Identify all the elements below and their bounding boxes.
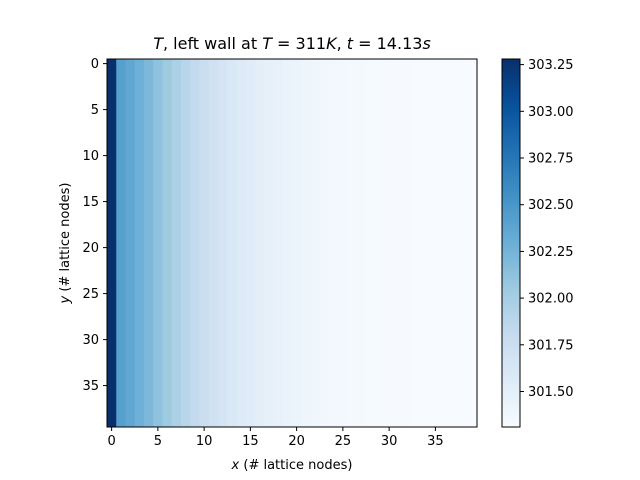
y-axis-variable: y	[58, 295, 73, 304]
y-tick-label: 25	[82, 287, 99, 302]
title-part: s	[422, 34, 430, 53]
heatmap-column	[356, 59, 367, 427]
heatmap-column	[310, 59, 321, 427]
heatmap-column	[393, 59, 404, 427]
y-tick-label: 20	[82, 241, 99, 256]
x-axis: 0 5 10 15 20 25 30 35	[107, 427, 444, 449]
heatmap-column	[338, 59, 349, 427]
title-part: , left wall at	[163, 34, 262, 53]
y-tick-label: 5	[91, 103, 99, 118]
heatmap-column	[430, 59, 441, 427]
heatmap-column	[236, 59, 247, 427]
colorbar-ticks: 301.50 301.75 302.00 302.25 302.50 302.75 303.…	[520, 58, 574, 400]
heatmap-column	[153, 59, 164, 427]
colorbar-tick-label: 302.25	[528, 245, 574, 260]
heatmap-column	[199, 59, 210, 427]
heatmap-column	[301, 59, 312, 427]
colorbar	[501, 58, 521, 428]
x-tick-label: 0	[107, 434, 115, 449]
title-part: = 14.13	[353, 34, 422, 53]
heatmap-column	[375, 59, 386, 427]
heatmap-cells	[107, 59, 478, 427]
y-tick-label: 0	[91, 57, 99, 72]
y-tick-label: 15	[82, 195, 99, 210]
title-part: ,	[337, 34, 347, 53]
heatmap-column	[208, 59, 219, 427]
heatmap-column	[171, 59, 182, 427]
heatmap-column	[245, 59, 256, 427]
title-part: K	[326, 34, 338, 53]
heatmap-column	[264, 59, 275, 427]
x-tick-label: 15	[242, 434, 259, 449]
heatmap-column	[255, 59, 265, 427]
x-axis-label: x (# lattice nodes)	[231, 458, 353, 473]
y-axis-label: y (# lattice nodes)	[58, 183, 73, 305]
heatmap-column	[144, 59, 154, 427]
title-part: T	[262, 34, 273, 53]
y-tick-label: 35	[82, 379, 99, 394]
x-axis-variable: x	[231, 458, 240, 473]
x-tick-label: 10	[196, 434, 213, 449]
heatmap-column	[440, 59, 450, 427]
y-tick-label: 30	[82, 333, 99, 348]
x-tick-label: 25	[335, 434, 352, 449]
x-tick-label: 20	[288, 434, 305, 449]
x-axis-label-text: (# lattice nodes)	[239, 458, 352, 473]
title-part: t	[347, 34, 354, 53]
heatmap-column	[421, 59, 432, 427]
heatmap-column	[449, 59, 460, 427]
heatmap-column	[218, 59, 228, 427]
heatmap-column	[107, 59, 117, 427]
heatmap-column	[467, 59, 478, 427]
colorbar-tick-label: 302.75	[528, 152, 574, 167]
plot-frame	[106, 58, 478, 428]
heatmap-column	[282, 59, 293, 427]
colorbar-tick-label: 303.00	[528, 105, 574, 120]
heatmap-column	[403, 59, 413, 427]
y-axis: 0 5 10 15 20 25 30 35	[82, 57, 107, 394]
x-tick-label: 35	[427, 434, 444, 449]
heatmap-column	[329, 59, 339, 427]
colorbar-tick-label: 303.25	[528, 58, 574, 73]
heatmap-column	[162, 59, 173, 427]
heatmap-column	[384, 59, 395, 427]
heatmap-column	[227, 59, 238, 427]
heatmap-column	[458, 59, 469, 427]
heatmap-column	[347, 59, 358, 427]
title-part: = 311	[272, 34, 326, 53]
title-part: T	[153, 34, 164, 53]
colorbar-tick-label: 301.50	[528, 385, 574, 400]
colorbar-tick-label: 302.00	[528, 292, 574, 307]
y-tick-label: 10	[82, 149, 99, 164]
y-axis-label-text: (# lattice nodes)	[58, 183, 73, 296]
heatmap-column	[134, 59, 145, 427]
x-tick-label: 30	[381, 434, 398, 449]
heatmap-column	[181, 59, 191, 427]
heatmap-column	[273, 59, 284, 427]
heatmap-column	[412, 59, 423, 427]
heatmap-column	[319, 59, 330, 427]
x-tick-label: 5	[154, 434, 162, 449]
heatmap-column	[190, 59, 201, 427]
colorbar-tick-label: 302.50	[528, 198, 574, 213]
heatmap-column	[366, 59, 376, 427]
heatmap-column	[116, 59, 127, 427]
chart-title: T, left wall at T = 311K, t = 14.13s	[153, 34, 431, 53]
heatmap-column	[125, 59, 136, 427]
colorbar-tick-label: 301.75	[528, 338, 574, 353]
heatmap-column	[292, 59, 302, 427]
